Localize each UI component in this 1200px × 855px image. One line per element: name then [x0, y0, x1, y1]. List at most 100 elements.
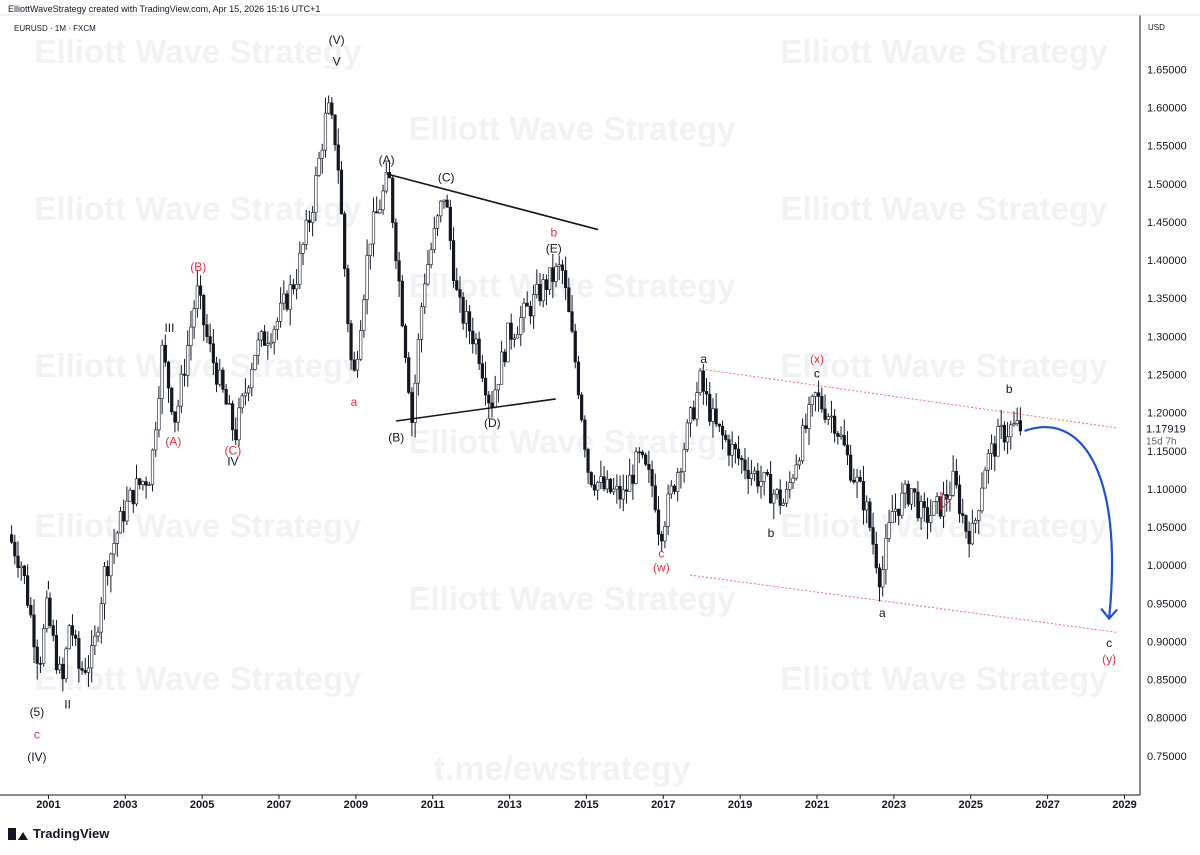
candle-body — [695, 392, 699, 420]
candle-body — [849, 454, 853, 481]
candle-body — [471, 330, 475, 345]
price-tick-label: 0.95000 — [1147, 598, 1187, 610]
currency-label: USD — [1148, 23, 1165, 32]
candle-body — [631, 474, 635, 484]
triangle-lower-line — [396, 398, 556, 422]
candle-body — [51, 625, 55, 636]
time-tick-label: 2021 — [805, 799, 829, 811]
candle-body — [333, 114, 337, 146]
price-tick-label: 1.15000 — [1147, 446, 1187, 458]
candle-body — [922, 501, 926, 508]
candle-body — [637, 451, 641, 454]
candle-body — [246, 387, 251, 394]
candle-body — [394, 222, 398, 262]
wave-label: (V) — [329, 33, 345, 47]
candle-body — [118, 511, 123, 534]
candle-body — [211, 343, 215, 364]
candle-body — [833, 415, 837, 434]
candle-body — [560, 264, 565, 271]
candle-body — [564, 270, 568, 289]
bar-countdown: 15d 7h — [1146, 437, 1177, 448]
candle-body — [218, 369, 222, 385]
tradingview-logo-text: TradingView — [33, 826, 110, 841]
candle-body — [221, 369, 225, 390]
candle-body — [29, 605, 33, 616]
candle-body — [570, 311, 574, 332]
wave-label: (x) — [810, 352, 824, 366]
candle-body — [672, 485, 677, 492]
candle-body — [157, 398, 161, 431]
candle-body — [644, 454, 648, 465]
candle-body — [311, 212, 315, 223]
time-tick-label: 2005 — [190, 799, 214, 811]
candle-body — [343, 213, 347, 270]
candle-body — [477, 338, 481, 364]
candle-body — [490, 402, 494, 408]
price-axis[interactable]: 0.75000 0.80000 0.85000 0.90000 0.95000 1.000… — [1147, 64, 1187, 762]
candle-body — [38, 663, 43, 665]
candle-body — [198, 285, 203, 296]
candle-body — [256, 339, 260, 356]
candle-body — [150, 449, 155, 485]
candle-body — [112, 543, 116, 555]
candle-body — [96, 631, 100, 637]
candle-body — [90, 645, 94, 669]
candle-body — [179, 373, 183, 407]
candle-body — [1002, 424, 1006, 443]
candle-body — [954, 471, 958, 486]
candle-body — [884, 538, 888, 570]
candle-body — [362, 299, 366, 331]
candle-body — [368, 243, 372, 256]
time-axis[interactable]: 2001 2003 2005 2007 2009 2011 2013 2015 2017 2019… — [36, 795, 1137, 811]
candle-body — [567, 287, 571, 312]
wave-label: V — [333, 55, 341, 69]
candle-body — [455, 280, 459, 290]
candle-body — [384, 172, 388, 192]
candle-body — [253, 354, 257, 370]
candle-body — [432, 228, 436, 251]
candle-body — [391, 177, 395, 223]
candle-body — [964, 515, 968, 532]
candle-body — [461, 296, 465, 324]
watermark-text: Elliott Wave Strategy — [780, 660, 1108, 697]
candle-body — [375, 211, 379, 214]
candle-body — [58, 663, 62, 671]
candle-body — [801, 425, 805, 462]
candle-body — [134, 478, 139, 505]
symbol-title[interactable]: EURUSD · 1M · FXCM — [14, 24, 96, 33]
candle-body — [487, 394, 491, 404]
wave-label: (E) — [546, 241, 562, 255]
candle-body — [573, 330, 577, 363]
time-tick-label: 2007 — [267, 799, 291, 811]
candle-body — [740, 457, 744, 461]
candle-body — [980, 487, 984, 512]
candle-body — [688, 407, 693, 424]
price-tick-label: 0.75000 — [1147, 751, 1187, 763]
candle-body — [628, 474, 632, 492]
candle-body — [746, 469, 750, 479]
candle-body — [515, 334, 520, 339]
wave-label: (IV) — [27, 750, 46, 764]
candle-body — [128, 489, 132, 502]
candle-body — [900, 492, 904, 516]
price-tick-label: 0.85000 — [1147, 675, 1187, 687]
candle-body — [720, 425, 725, 436]
candle-body — [467, 311, 472, 332]
candle-body — [804, 425, 808, 429]
tradingview-logo[interactable]: TradingView — [8, 826, 109, 841]
wave-label: (5) — [30, 705, 45, 719]
wave-label: (w) — [653, 560, 670, 574]
wave-label: b — [1006, 382, 1013, 396]
candle-body — [451, 240, 456, 281]
time-tick-label: 2029 — [1112, 799, 1136, 811]
price-tick-label: 1.25000 — [1147, 369, 1187, 381]
candle-body — [768, 474, 773, 504]
wave-labels: (5)c(IV)III(A)III(B)(C)IV(V)Va(A)(B)(C)(… — [27, 33, 1116, 764]
candle-body — [605, 478, 609, 490]
candle-body — [785, 489, 789, 504]
candle-body — [797, 460, 802, 466]
candle-body — [19, 565, 23, 569]
candle-body — [301, 244, 305, 254]
candle-body — [541, 279, 545, 302]
